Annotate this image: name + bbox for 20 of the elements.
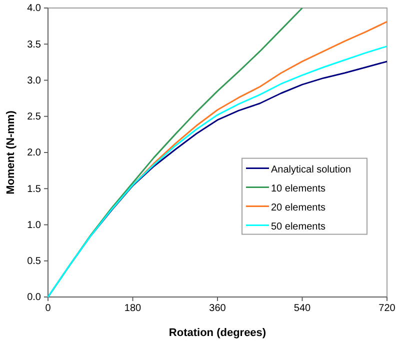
x-tick-label: 0: [45, 303, 52, 314]
x-axis-title: Rotation (degrees): [168, 327, 266, 339]
y-tick-label: 0.5: [27, 256, 42, 268]
y-tick-label: 2.5: [27, 112, 42, 123]
legend-label: Analytical solution: [271, 164, 352, 176]
y-tick-label: 4.0: [27, 3, 42, 14]
y-tick-label: 3.5: [27, 39, 42, 50]
y-tick-label: 1.5: [27, 184, 42, 195]
x-tick-label: 540: [294, 303, 312, 314]
x-tick-label: 360: [209, 303, 226, 314]
legend-label: 50 elements: [271, 221, 326, 232]
legend-label: 10 elements: [271, 183, 326, 194]
x-tick-label: 720: [378, 303, 396, 314]
y-tick-label: 3.0: [27, 75, 42, 86]
legend-label: 20 elements: [271, 202, 326, 214]
y-axis-title: Moment (N-mm): [5, 110, 17, 194]
y-tick-label: 0.0: [27, 292, 42, 304]
y-tick-label: 1.0: [27, 220, 42, 231]
x-tick-label: 180: [124, 303, 142, 314]
y-tick-label: 2.0: [27, 148, 42, 159]
